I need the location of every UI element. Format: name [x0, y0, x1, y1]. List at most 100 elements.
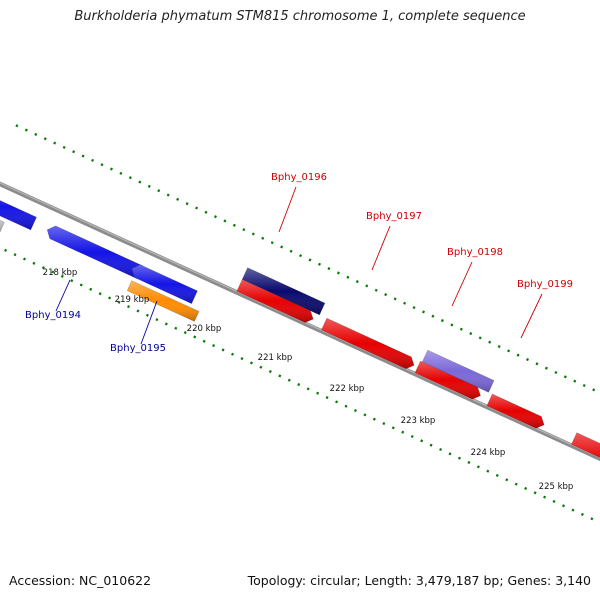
tick-dot-upper: [346, 275, 350, 279]
scale-tick-label: 219 kbp: [115, 295, 150, 305]
tick-dot-lower: [240, 357, 244, 361]
tick-dot-upper: [185, 202, 189, 206]
scale-tick-label: 221 kbp: [258, 353, 293, 363]
tick-dot-lower: [193, 335, 197, 339]
tick-dot-upper: [289, 249, 293, 253]
tick-dot-upper: [507, 349, 511, 353]
gene-feature-bphy-0196-shade: [236, 279, 314, 323]
tick-dot-upper: [299, 254, 303, 258]
leader-line-bphy-0196: [278, 186, 297, 233]
tick-dot-upper: [403, 301, 407, 305]
tick-dot-upper: [166, 193, 170, 197]
tick-dot-upper: [573, 379, 577, 383]
tick-dot-lower: [401, 430, 405, 434]
tick-dot-lower: [571, 508, 575, 512]
tick-dot-upper: [62, 145, 66, 149]
gene-label-bphy-0196: Bphy_0196: [271, 172, 327, 183]
tick-dot-lower: [439, 447, 443, 452]
tick-dot-lower: [259, 365, 263, 369]
gene-label-bphy-0197: Bphy_0197: [366, 211, 422, 222]
tick-dot-upper: [34, 132, 38, 136]
tick-dot-upper: [592, 388, 596, 392]
tick-dot-lower: [23, 257, 26, 261]
tick-dot-lower: [505, 478, 509, 482]
leader-line-bphy-0199: [520, 293, 543, 339]
tick-dot-upper: [582, 383, 586, 388]
tick-dot-upper: [317, 262, 321, 266]
scale-tick-label: 224 kbp: [471, 448, 506, 458]
tick-dot-upper: [516, 353, 520, 357]
tick-dot-upper: [563, 375, 567, 379]
tick-dot-upper: [478, 336, 482, 340]
accession-text: Accession: NC_010622: [9, 573, 152, 588]
tick-dot-lower: [41, 266, 45, 270]
tick-dot-lower: [306, 387, 310, 391]
tick-dot-lower: [533, 491, 537, 495]
tick-dot-upper: [232, 223, 236, 227]
tick-dot-upper: [374, 288, 378, 292]
tick-dot-upper: [91, 158, 95, 162]
scale-tick-label: 222 kbp: [330, 384, 365, 394]
tick-dot-lower: [524, 486, 528, 491]
tick-dot-upper: [554, 370, 558, 375]
tick-dot-lower: [495, 473, 499, 478]
tick-dot-upper: [251, 232, 255, 236]
tick-dot-upper: [450, 323, 454, 327]
gene-features: [0, 200, 600, 458]
tick-dot-upper: [242, 228, 246, 232]
tick-dot-upper: [72, 150, 76, 154]
tick-dot-lower: [344, 404, 348, 408]
map-title: Burkholderia phymatum STM815 chromosome …: [74, 9, 526, 24]
tick-dot-lower: [486, 469, 490, 473]
tick-dot-lower: [32, 261, 36, 265]
tick-dot-lower: [70, 279, 74, 283]
tick-dot-upper: [204, 210, 208, 214]
tick-dot-lower: [79, 283, 83, 287]
leader-line-bphy-0198: [451, 261, 473, 307]
tick-dot-upper: [176, 197, 180, 201]
tick-dot-lower: [429, 443, 433, 447]
tick-dot-upper: [308, 258, 312, 262]
tick-dot-upper: [365, 284, 369, 288]
gene-label-bphy-0194: Bphy_0194: [25, 310, 81, 321]
tick-dot-upper: [544, 366, 548, 370]
tick-dot-upper: [119, 171, 123, 175]
tick-dot-lower: [202, 339, 206, 343]
tick-dot-lower: [580, 512, 584, 516]
tick-dot-lower: [98, 292, 102, 296]
gene-label-bphy-0199: Bphy_0199: [517, 279, 573, 290]
tick-dots: [4, 124, 600, 524]
tick-dot-lower: [372, 417, 376, 421]
gene-feature-bphy-0196-navy-shade: [242, 267, 325, 315]
tick-dot-lower: [117, 300, 121, 304]
scale-tick-label: 218 kbp: [43, 268, 78, 278]
scale-tick-label: 220 kbp: [187, 324, 222, 334]
tick-dot-lower: [183, 331, 187, 335]
gene-label-bphy-0195: Bphy_0195: [110, 343, 166, 354]
tick-dot-lower: [278, 374, 282, 378]
tick-dot-upper: [157, 189, 161, 193]
tick-dot-lower: [325, 395, 329, 400]
leader-line-bphy-0197: [371, 225, 391, 271]
tick-dot-lower: [60, 274, 64, 278]
tick-dot-lower: [136, 309, 140, 313]
tick-dot-lower: [89, 287, 93, 291]
tick-dot-upper: [440, 319, 444, 323]
tick-dot-upper: [393, 297, 397, 301]
tick-dot-lower: [391, 426, 395, 430]
gene-feature-bphy-0198-lavender-shade: [422, 350, 494, 393]
tick-dot-lower: [145, 313, 149, 317]
tick-dot-lower: [363, 413, 367, 417]
tick-dot-upper: [138, 180, 142, 184]
gene-labels: Bphy_0194 Bphy_0195 Bphy_0196 Bphy_0197 Bphy…: [25, 172, 573, 354]
tick-dot-lower: [174, 326, 178, 330]
tick-dot-upper: [223, 219, 227, 223]
tick-dot-lower: [297, 383, 301, 387]
tick-dot-lower: [249, 361, 253, 365]
tick-dot-upper: [53, 141, 57, 145]
tick-dot-lower: [420, 439, 424, 443]
tick-dot-lower: [514, 482, 518, 486]
tick-dot-upper: [535, 362, 539, 366]
tick-dot-lower: [476, 465, 480, 469]
